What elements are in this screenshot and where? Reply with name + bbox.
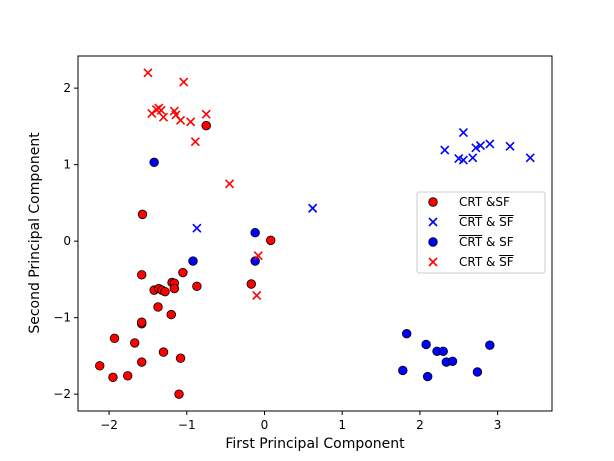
legend-marker-1 — [428, 197, 438, 207]
data-point-series-3 — [485, 340, 495, 350]
data-point-series-3 — [250, 228, 260, 238]
data-point-series-2 — [458, 155, 468, 165]
data-point-series-2 — [308, 203, 318, 213]
legend-label-2: CRT & SF — [459, 215, 514, 229]
y-tick-label: 2 — [63, 81, 71, 95]
y-tick-label: −2 — [53, 387, 71, 401]
legend: CRT &SF CRT & SF CRT & SF CRT & SF — [416, 191, 546, 274]
data-point-series-1 — [175, 353, 186, 363]
data-point-series-2 — [458, 127, 468, 138]
points-layer — [95, 68, 535, 399]
data-point-series-1 — [246, 279, 256, 289]
y-tick-label: 0 — [63, 234, 71, 248]
x-tick-label: 2 — [416, 418, 424, 432]
legend-label-4: CRT & SF — [459, 255, 514, 269]
data-point-series-3 — [447, 356, 458, 366]
data-point-series-1 — [178, 267, 188, 278]
data-point-series-1 — [192, 281, 202, 291]
data-point-series-1 — [137, 270, 147, 280]
data-point-series-4 — [158, 112, 169, 122]
data-point-series-1 — [108, 372, 118, 383]
data-point-series-2 — [505, 141, 515, 151]
data-point-series-3 — [188, 256, 198, 266]
data-point-series-2 — [471, 143, 481, 153]
data-point-series-1 — [158, 347, 169, 357]
data-point-series-3 — [401, 329, 412, 339]
data-point-series-2 — [440, 145, 450, 155]
y-tick-label: 1 — [63, 158, 71, 172]
plot-frame — [77, 55, 553, 412]
legend-marker-3 — [428, 237, 438, 247]
x-tick-label: 0 — [261, 418, 269, 432]
data-point-series-1 — [137, 317, 147, 327]
data-point-series-1 — [169, 283, 180, 294]
data-point-series-2 — [468, 153, 478, 163]
data-point-series-1 — [109, 333, 120, 344]
data-point-series-1 — [174, 389, 184, 399]
data-point-series-4 — [201, 109, 211, 119]
data-point-series-4 — [176, 115, 186, 125]
legend-box — [416, 191, 546, 274]
data-point-series-4 — [179, 77, 189, 87]
data-point-series-3 — [421, 339, 431, 350]
data-point-series-1 — [166, 309, 176, 320]
data-point-series-1 — [266, 235, 276, 246]
data-point-series-4 — [143, 68, 153, 78]
x-tick-label: −1 — [178, 418, 196, 432]
data-point-series-3 — [438, 346, 448, 357]
data-point-series-2 — [525, 153, 535, 163]
legend-marker-2 — [428, 217, 438, 227]
x-tick-label: −2 — [100, 418, 118, 432]
x-axis-label: First Principal Component — [225, 436, 405, 452]
data-point-series-1 — [123, 371, 133, 381]
data-point-series-4 — [156, 105, 166, 115]
data-point-series-3 — [149, 157, 159, 168]
x-tick-label: 1 — [338, 418, 346, 432]
data-point-series-3 — [422, 371, 433, 382]
data-point-series-1 — [201, 120, 211, 131]
data-point-series-1 — [137, 357, 147, 367]
legend-label-1: CRT &SF — [459, 195, 510, 209]
data-point-series-1 — [153, 302, 163, 312]
y-tick-label: −1 — [53, 311, 71, 325]
data-point-series-4 — [186, 117, 196, 127]
y-axis-label: Second Principal Component — [27, 132, 43, 334]
data-point-series-4 — [252, 290, 262, 301]
data-point-series-4 — [224, 179, 235, 189]
data-point-series-1 — [160, 286, 170, 297]
data-point-series-1 — [137, 209, 148, 220]
x-tick-label: 3 — [494, 418, 502, 432]
data-point-series-2 — [475, 140, 486, 151]
data-point-series-2 — [485, 139, 495, 149]
data-point-series-2 — [192, 223, 202, 233]
legend-label-3: CRT & SF — [459, 235, 514, 249]
data-point-series-3 — [250, 256, 260, 266]
axis-ticks: −2 −1 0 1 2 3 −2 −1 0 1 2 — [53, 81, 501, 432]
data-point-series-4 — [253, 251, 263, 261]
data-point-series-3 — [472, 367, 483, 377]
legend-marker-4 — [428, 257, 438, 267]
data-point-series-1 — [130, 338, 140, 348]
data-point-series-1 — [95, 361, 105, 371]
data-point-series-4 — [190, 137, 200, 147]
data-point-series-3 — [398, 365, 408, 376]
